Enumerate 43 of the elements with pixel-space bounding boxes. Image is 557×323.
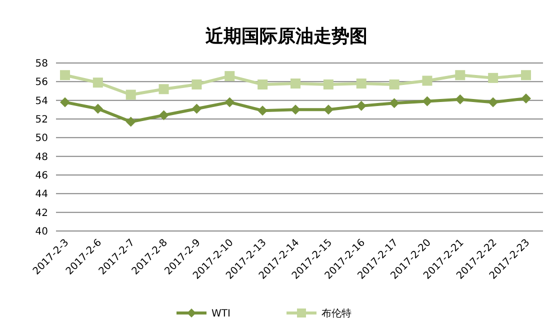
y-tick-label: 54 (35, 96, 48, 107)
point (258, 79, 268, 90)
y-tick-label: 48 (35, 152, 48, 163)
point (92, 104, 103, 114)
point (290, 78, 300, 89)
y-tick-label: 46 (35, 170, 48, 182)
point (60, 70, 70, 80)
point (224, 71, 235, 82)
point (126, 116, 136, 127)
y-tick-label: 50 (35, 133, 48, 144)
point (521, 93, 531, 104)
legend-label: 布伦特 (322, 308, 352, 320)
point (488, 72, 498, 83)
y-tick-label: 56 (35, 77, 48, 88)
y-tick-label: 42 (35, 208, 48, 219)
point (192, 104, 202, 114)
point (323, 79, 334, 90)
point (521, 70, 531, 80)
y-tick-label: 44 (35, 189, 48, 200)
point (158, 110, 169, 120)
point (224, 97, 235, 108)
point (455, 70, 466, 80)
point (192, 79, 202, 90)
chart-title: 近期国际原油走势图 (204, 26, 368, 47)
point (455, 94, 466, 104)
legend-label: WTI (212, 308, 230, 320)
point (422, 76, 432, 86)
point (356, 78, 366, 89)
point (323, 104, 334, 115)
point (389, 98, 400, 108)
point (258, 106, 268, 116)
y-tick-label: 58 (35, 58, 48, 70)
point (356, 100, 366, 111)
y-tick-label: 40 (35, 226, 48, 238)
point (422, 96, 432, 106)
point (126, 90, 136, 100)
point (290, 104, 300, 115)
y-tick-label: 52 (35, 114, 48, 126)
point (60, 97, 70, 108)
point (389, 79, 400, 90)
point (488, 97, 498, 108)
point (92, 78, 103, 88)
point (158, 84, 169, 94)
